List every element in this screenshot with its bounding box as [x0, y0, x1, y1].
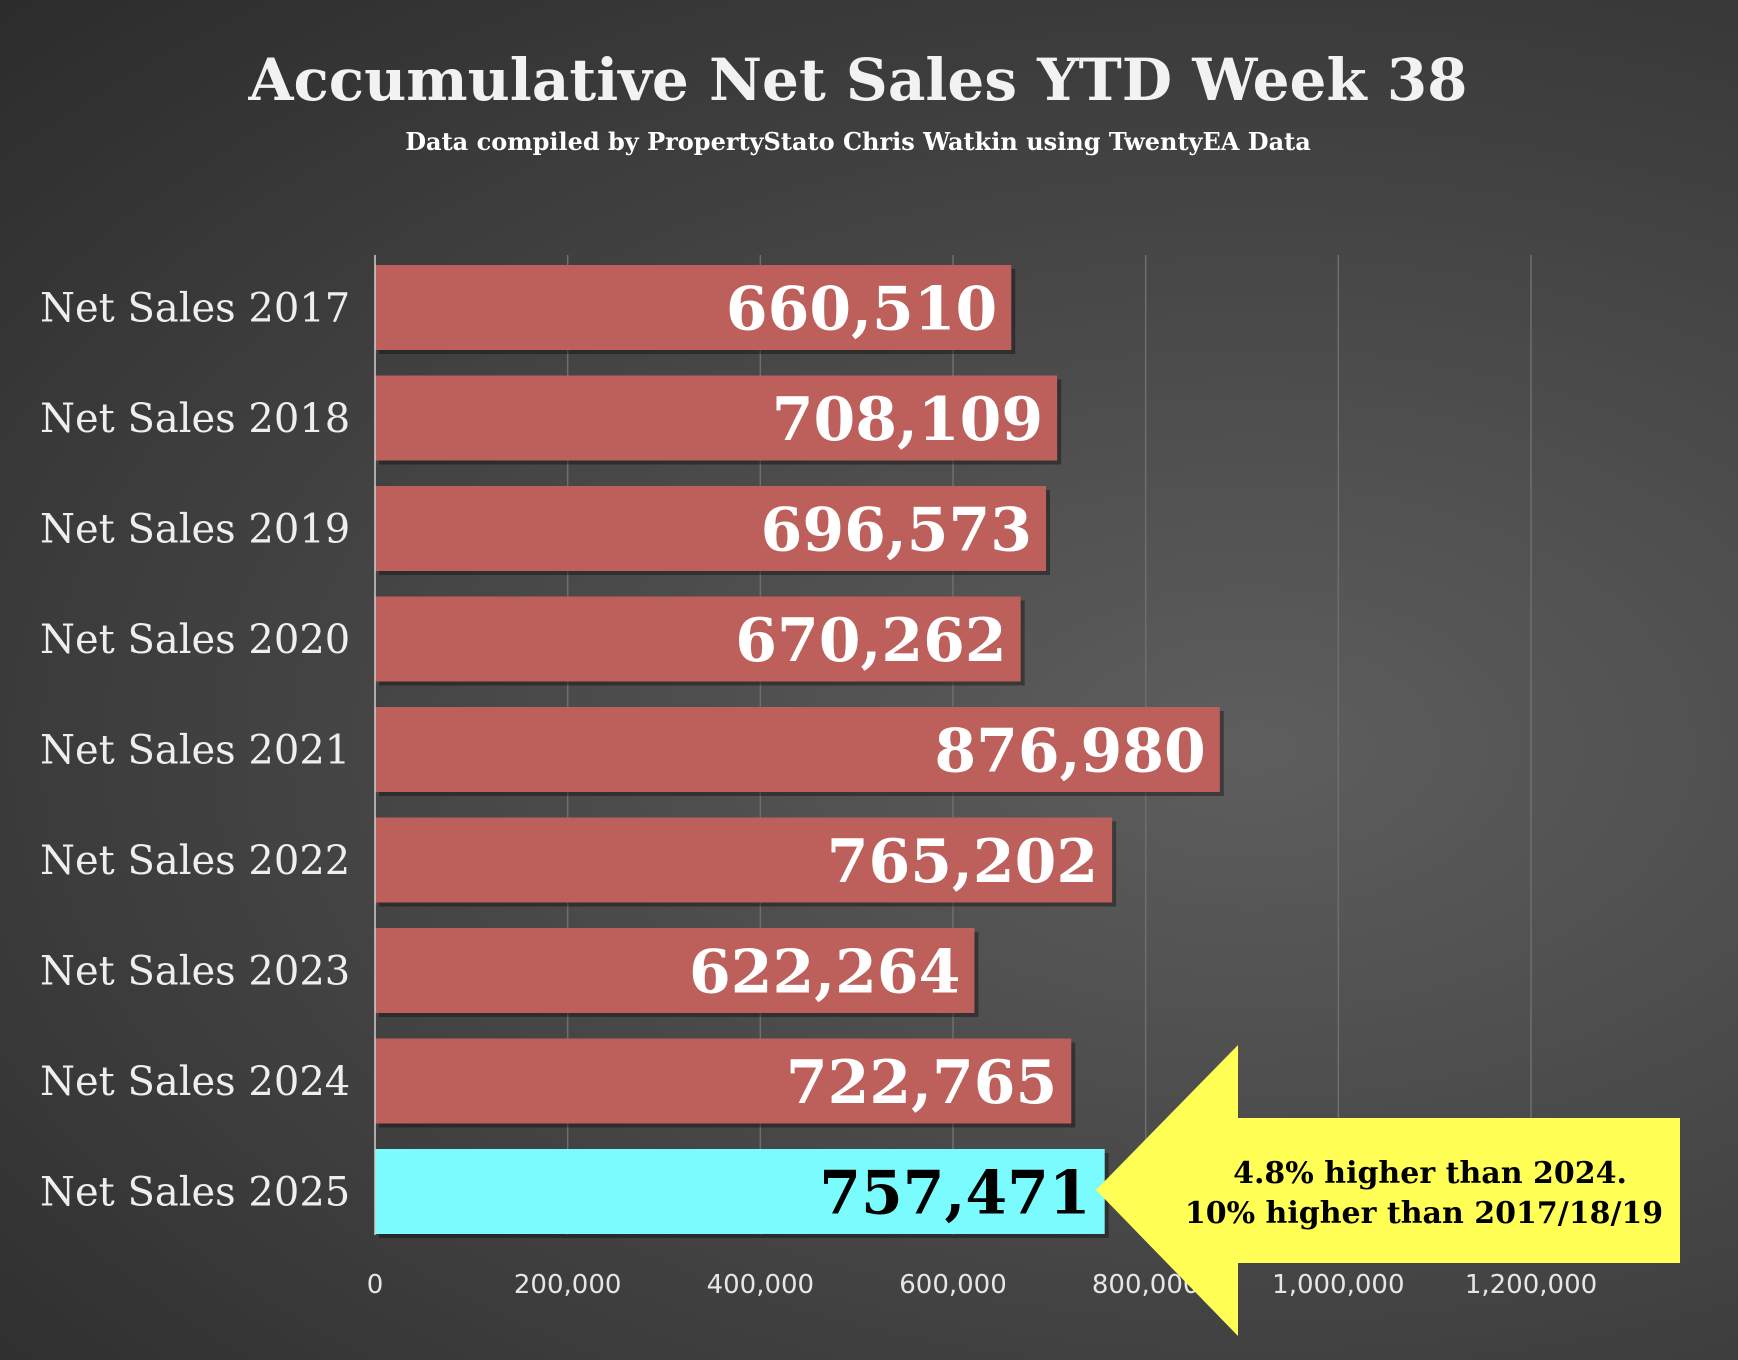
annotation-callout: 4.8% higher than 2024. 10% higher than 2…	[1096, 1045, 1680, 1336]
bar-value-label: 876,980	[934, 717, 1205, 787]
x-tick-label: 200,000	[514, 1270, 622, 1300]
category-label: Net Sales 2019	[40, 507, 350, 553]
category-label: Net Sales 2022	[40, 838, 350, 884]
category-label: Net Sales 2024	[40, 1059, 350, 1105]
category-label: Net Sales 2023	[40, 949, 350, 995]
bar-value-label: 757,471	[819, 1159, 1090, 1229]
bar-value-label: 622,264	[689, 938, 960, 1008]
x-tick-label: 0	[367, 1270, 384, 1300]
bar-value-label: 708,109	[772, 385, 1043, 455]
x-tick-label: 1,000,000	[1272, 1270, 1404, 1300]
bar-value-label: 722,765	[786, 1048, 1057, 1118]
x-tick-label: 1,200,000	[1465, 1270, 1597, 1300]
chart-subtitle: Data compiled by PropertyStato Chris Wat…	[405, 127, 1311, 156]
x-tick-label: 600,000	[899, 1270, 1007, 1300]
bar-value-label: 696,573	[761, 496, 1032, 566]
x-tick-label: 400,000	[707, 1270, 815, 1300]
bar	[375, 1038, 1072, 1124]
category-label: Net Sales 2020	[40, 617, 350, 663]
bar-value-label: 670,262	[735, 606, 1006, 676]
callout-line-1: 4.8% higher than 2024.	[1233, 1156, 1627, 1191]
category-label: Net Sales 2025	[40, 1170, 350, 1216]
callout-line-2: 10% higher than 2017/18/19	[1185, 1196, 1663, 1231]
category-label: Net Sales 2017	[40, 286, 350, 332]
bar	[375, 375, 1058, 461]
callout-arrow	[1096, 1045, 1680, 1336]
bar	[375, 707, 1220, 792]
category-labels: Net Sales 2017 Net Sales 2018 Net Sales 20…	[40, 286, 350, 1216]
bar-value-label: 660,510	[726, 275, 997, 345]
x-axis-ticks: 0 200,000 400,000 600,000 800,000 1,000,000 1,…	[367, 1270, 1597, 1300]
bars-group: 660,510 708,109 696,573 670,262 876,980 765,2…	[375, 265, 1224, 1238]
bar-value-label: 765,202	[827, 827, 1098, 897]
bar	[375, 596, 1021, 682]
bar	[375, 486, 1047, 571]
bar	[375, 265, 1012, 350]
bar	[375, 817, 1113, 903]
category-label: Net Sales 2018	[40, 396, 350, 442]
category-label: Net Sales 2021	[40, 728, 350, 774]
bar	[375, 928, 975, 1013]
chart-title: Accumulative Net Sales YTD Week 38	[247, 46, 1467, 114]
bar-highlight	[375, 1149, 1105, 1234]
